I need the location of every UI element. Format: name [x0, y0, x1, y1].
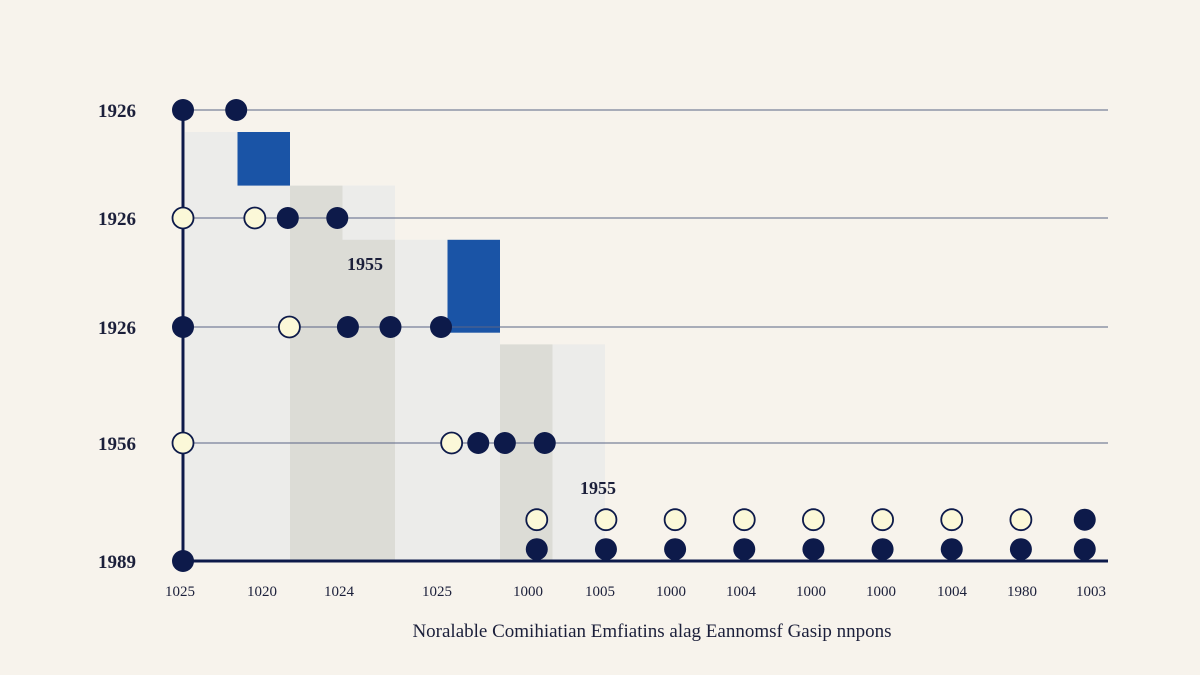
- annotations: 1955 1955: [347, 254, 616, 498]
- x-tick-label: 1024: [324, 584, 355, 600]
- x-tick-label: 1004: [726, 584, 757, 600]
- data-point-dark: [276, 207, 299, 229]
- x-tick-label: 1000: [513, 584, 543, 600]
- data-point-light: [871, 508, 894, 532]
- data-point-dark: [467, 432, 490, 454]
- data-point-dark: [379, 316, 402, 338]
- data-point-dark: [172, 99, 194, 121]
- data-point-light: [940, 508, 964, 532]
- x-tick-label: 1980: [1007, 584, 1037, 600]
- y-tick-label: 1989: [98, 552, 136, 573]
- data-point-dark: [225, 99, 248, 121]
- data-point-light: [802, 508, 825, 532]
- data-point-light: [732, 508, 756, 532]
- x-tick-label: 1025: [422, 584, 452, 600]
- data-point-light: [277, 315, 301, 339]
- data-points: [171, 99, 1096, 572]
- annotation-label: 1955: [580, 478, 616, 498]
- data-point-dark: [172, 550, 194, 572]
- step-bar: [185, 132, 238, 561]
- x-tick-label: 1020: [247, 584, 277, 600]
- data-point-dark: [430, 316, 453, 338]
- x-tick-label: 1025: [165, 584, 195, 600]
- step-area-group: [185, 132, 605, 562]
- data-point-light: [440, 431, 464, 455]
- x-axis-title: Noralable Comihiatian Emfiatins alag Ean…: [412, 621, 891, 642]
- data-point-dark: [594, 538, 617, 561]
- data-point-dark: [871, 538, 894, 561]
- step-bar: [552, 344, 605, 561]
- data-point-dark: [940, 538, 963, 561]
- x-tick-label: 1004: [937, 584, 968, 600]
- data-point-dark: [802, 538, 825, 561]
- step-bar: [395, 239, 448, 562]
- x-tick-label: 1005: [585, 584, 615, 600]
- step-bar: [237, 185, 290, 561]
- data-point-light: [594, 508, 618, 532]
- highlight-bar: [447, 239, 500, 333]
- x-tick-label: 1000: [796, 584, 826, 600]
- data-point-light: [243, 206, 267, 230]
- data-point-dark: [533, 432, 556, 454]
- data-point-light: [1009, 508, 1033, 532]
- y-tick-label: 1926: [98, 101, 136, 122]
- tick-labels: 1926 1926 1926 1956 1989 1025 1020 1024 1025 1000…: [98, 101, 1106, 600]
- data-point-dark: [172, 316, 194, 338]
- data-point-dark: [336, 316, 359, 338]
- data-point-dark: [326, 207, 349, 229]
- data-point-light: [525, 508, 549, 532]
- data-point-dark: [493, 432, 516, 454]
- data-point-dark: [1073, 538, 1096, 561]
- data-point-light: [171, 431, 195, 455]
- data-point-dark: [664, 538, 687, 561]
- y-tick-label: 1926: [98, 318, 136, 339]
- data-point-light: [663, 508, 687, 532]
- x-tick-label: 1003: [1076, 584, 1106, 600]
- data-point-dark: [733, 538, 756, 561]
- data-point-light: [171, 206, 195, 230]
- x-tick-label: 1000: [656, 584, 686, 600]
- step-bar: [290, 185, 343, 561]
- annotation-label: 1955: [347, 254, 383, 274]
- data-point-dark: [525, 538, 548, 561]
- y-tick-label: 1926: [98, 209, 136, 230]
- data-point-dark: [1073, 508, 1096, 531]
- step-bar: [342, 239, 395, 562]
- y-tick-label: 1956: [98, 434, 136, 455]
- data-point-dark: [1009, 538, 1032, 561]
- x-tick-label: 1000: [866, 584, 896, 600]
